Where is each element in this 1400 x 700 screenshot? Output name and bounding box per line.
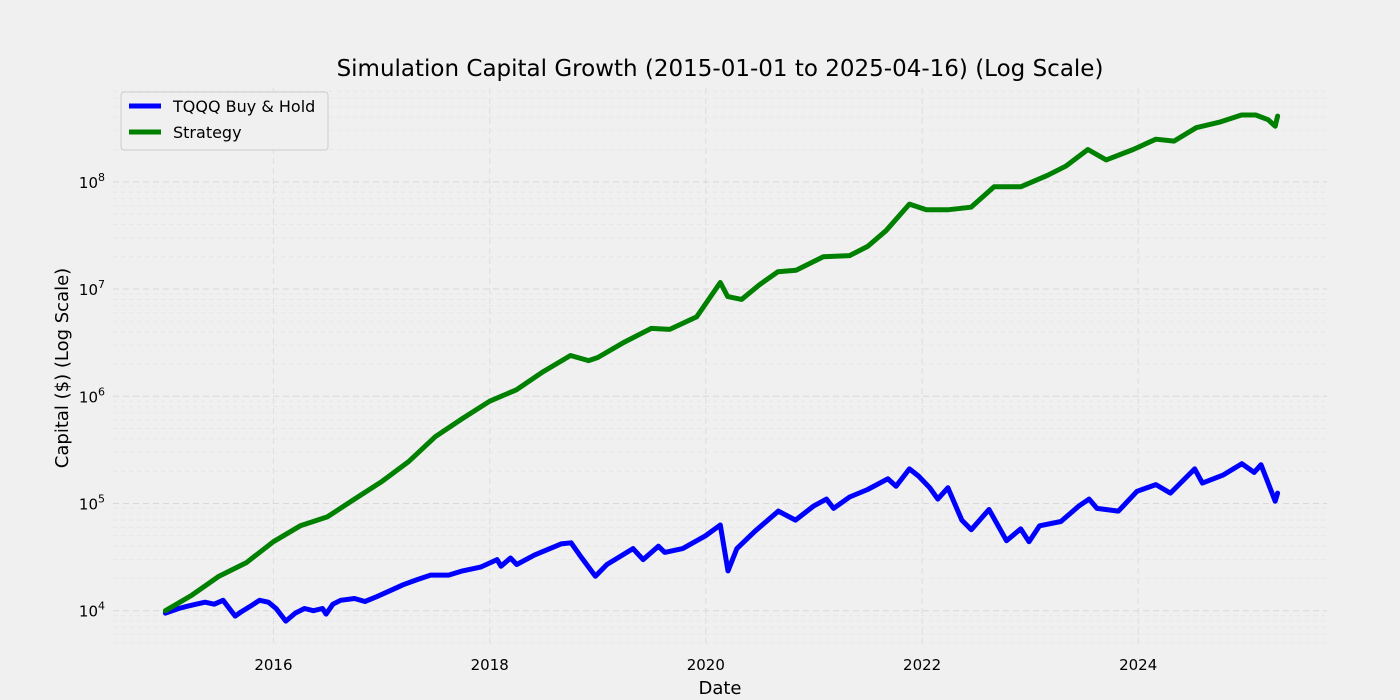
y-tick-label: 107 — [79, 278, 105, 299]
chart-title: Simulation Capital Growth (2015-01-01 to… — [337, 56, 1104, 82]
y-tick-label: 105 — [79, 492, 105, 513]
x-axis-label: Date — [698, 678, 741, 699]
legend-box — [120, 91, 329, 151]
legend-label-strategy: Strategy — [173, 123, 242, 142]
series-line-strategy — [162, 112, 1281, 614]
x-tick-label: 2016 — [254, 656, 292, 674]
x-tick-label: 2022 — [903, 656, 941, 674]
y-tick-label: 108 — [79, 171, 105, 192]
y-axis-label: Capital ($) (Log Scale) — [52, 268, 73, 468]
x-tick-label: 2018 — [471, 656, 509, 674]
x-tick-label: 2020 — [687, 656, 725, 674]
legend-label-tqqq: TQQQ Buy & Hold — [172, 97, 315, 116]
x-tick-label: 2024 — [1119, 656, 1157, 674]
legend: TQQQ Buy & Hold Strategy — [120, 91, 329, 151]
y-tick-label: 104 — [79, 600, 105, 621]
x-axis-ticks: 2016 2018 2020 2022 2024 — [254, 656, 1157, 674]
y-axis-ticks: 104 105 106 107 108 — [79, 171, 105, 621]
grid-lines — [113, 88, 1327, 644]
y-tick-label: 106 — [79, 385, 105, 406]
series-line-tqqq — [162, 461, 1281, 624]
series-lines — [162, 112, 1281, 624]
